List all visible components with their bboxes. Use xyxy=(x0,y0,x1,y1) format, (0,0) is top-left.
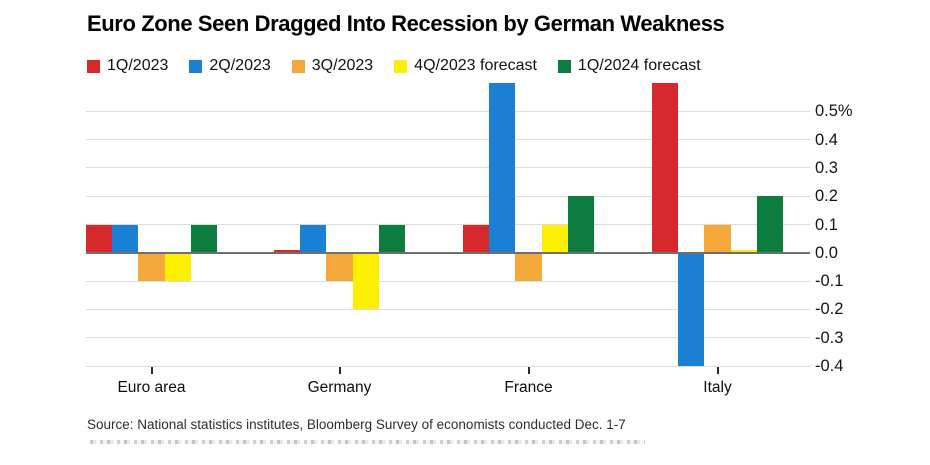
bar-group-france xyxy=(463,83,594,366)
legend-item-4q-2023-forecast: 4Q/2023 forecast xyxy=(394,57,537,75)
gridline xyxy=(86,337,810,339)
y-axis-label: -0.3 xyxy=(815,328,844,347)
bar-group-italy xyxy=(652,83,783,366)
bar-1q-2023-germany xyxy=(274,249,301,253)
bar-2q-2023-italy xyxy=(678,252,705,366)
legend-label: 2Q/2023 xyxy=(209,57,271,74)
gridline xyxy=(86,280,810,282)
bar-1q-2024-forecast-germany xyxy=(378,224,405,253)
legend-label: 1Q/2023 xyxy=(107,57,169,74)
bar-4q-2023-forecast-euro-area xyxy=(164,252,191,282)
bar-1q-2023-france xyxy=(463,224,490,253)
legend-swatch-icon xyxy=(291,59,305,73)
gridline xyxy=(86,308,810,310)
category-label: Euro area xyxy=(117,379,186,396)
legend-label: 4Q/2023 forecast xyxy=(414,57,537,74)
legend-item-3q-2023: 3Q/2023 xyxy=(291,57,374,75)
x-axis-tick xyxy=(527,367,530,374)
gridline xyxy=(86,195,810,197)
legend-swatch-icon xyxy=(189,59,203,73)
bar-1q-2023-euro-area xyxy=(86,224,113,253)
category-label: France xyxy=(504,379,553,396)
category-label: Germany xyxy=(307,379,372,396)
x-axis-tick xyxy=(338,367,341,374)
gridline xyxy=(86,167,810,169)
legend-item-1q-2024-forecast: 1Q/2024 forecast xyxy=(557,57,701,75)
legend: 1Q/2023 2Q/2023 3Q/2023 4Q/2023 forecast 1Q/… xyxy=(87,57,701,75)
y-axis-label: 0.5% xyxy=(815,102,853,121)
bar-1q-2024-forecast-euro-area xyxy=(190,224,217,253)
x-axis-tick xyxy=(716,367,719,374)
plot-area xyxy=(86,83,810,367)
legend-label: 1Q/2024 forecast xyxy=(577,57,701,74)
bar-1q-2024-forecast-france xyxy=(567,196,594,253)
bar-group-euro-area xyxy=(86,83,217,366)
legend-swatch-icon xyxy=(394,59,408,73)
y-axis-label: 0.0 xyxy=(815,243,838,262)
gridline xyxy=(86,365,810,367)
bar-3q-2023-germany xyxy=(326,252,353,282)
y-axis-label: 0.1 xyxy=(815,215,838,234)
zero-axis-line xyxy=(86,251,810,254)
bar-2q-2023-germany xyxy=(300,224,327,253)
bar-3q-2023-france xyxy=(515,252,542,282)
legend-label: 3Q/2023 xyxy=(311,57,374,74)
category-label: Italy xyxy=(703,379,732,396)
gridline xyxy=(86,139,810,141)
y-axis-label: 0.3 xyxy=(815,158,838,177)
clipped-text-remnant xyxy=(90,440,645,444)
gridline xyxy=(86,224,810,225)
legend-swatch-icon xyxy=(557,59,571,73)
bar-4q-2023-forecast-germany xyxy=(352,252,379,310)
bar-1q-2023-italy xyxy=(652,83,679,253)
gridline xyxy=(86,110,810,112)
source-note: Source: National statistics institutes, … xyxy=(87,417,626,432)
chart-title: Euro Zone Seen Dragged Into Recession by… xyxy=(87,11,725,36)
bar-group-germany xyxy=(274,83,405,366)
bar-2q-2023-euro-area xyxy=(112,224,139,253)
y-axis-label: -0.1 xyxy=(815,272,844,291)
y-axis-label: -0.2 xyxy=(815,300,844,319)
bar-1q-2024-forecast-italy xyxy=(756,196,783,253)
x-axis-tick xyxy=(150,367,153,374)
legend-item-2q-2023: 2Q/2023 xyxy=(189,57,271,75)
bar-4q-2023-forecast-italy xyxy=(730,249,757,253)
bar-3q-2023-italy xyxy=(704,224,731,253)
bar-3q-2023-euro-area xyxy=(138,252,165,282)
legend-item-1q-2023: 1Q/2023 xyxy=(87,57,168,75)
legend-swatch-icon xyxy=(87,59,100,73)
bar-2q-2023-france xyxy=(489,83,516,253)
y-axis-label: -0.4 xyxy=(815,357,844,375)
bar-4q-2023-forecast-france xyxy=(541,224,568,253)
y-axis-label: 0.4 xyxy=(815,130,838,149)
y-axis-label: 0.2 xyxy=(815,187,838,206)
